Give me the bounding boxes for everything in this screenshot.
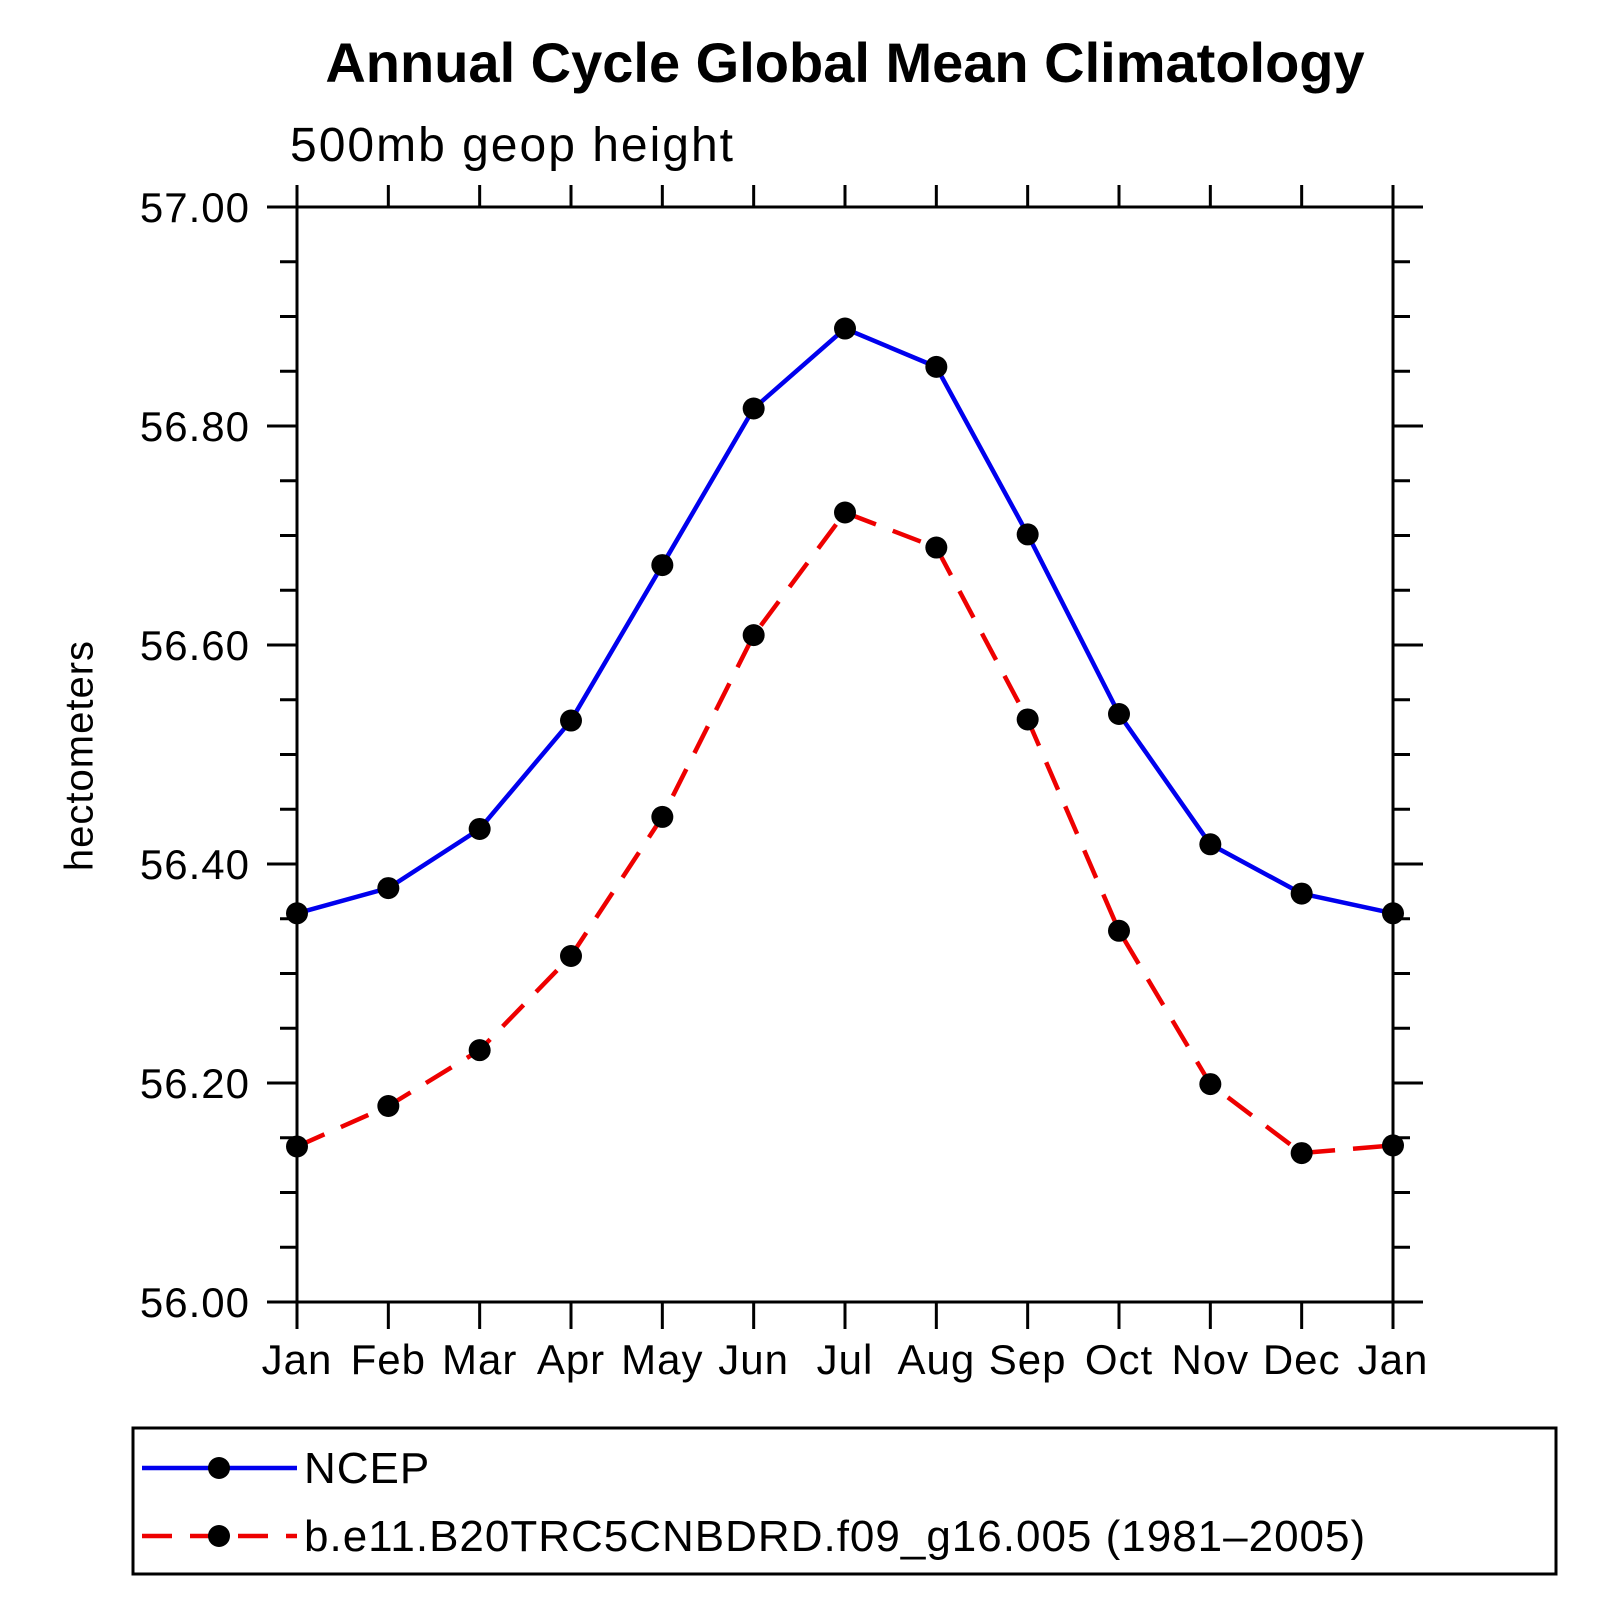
data-point-marker [286,902,308,925]
x-tick-label: Dec [1263,1336,1341,1383]
x-tick-label: Jan [1358,1336,1429,1383]
data-point-marker [1016,708,1039,731]
data-point-marker [1382,902,1404,925]
y-tick-label: 56.40 [140,841,250,888]
data-point-marker [377,1094,400,1117]
legend-label: b.e11.B20TRC5CNBDRD.f09_g16.005 (1981–20… [304,1512,1366,1561]
legend-marker [208,1457,230,1479]
data-point-marker [925,536,948,559]
legend-marker [208,1525,230,1547]
data-point-marker [1016,523,1039,546]
data-point-marker [742,397,765,420]
y-axis-label: hectometers [57,639,102,872]
x-tick-label: Sep [989,1336,1067,1383]
data-point-marker [651,805,674,828]
x-tick-label: Jan [262,1336,333,1383]
x-ticks: Jan Feb Mar Apr May Jun Jul Aug Sep Oct Nov Dec Jan [262,185,1429,1383]
x-tick-label: May [621,1336,703,1383]
x-tick-label: Mar [442,1336,517,1383]
x-tick-label: Feb [351,1336,426,1383]
legend-box [131,1426,1558,1576]
data-point-marker [925,355,948,378]
data-point-marker [651,554,674,577]
data-point-marker [834,317,856,340]
data-point-marker [1108,702,1130,725]
data-point-marker [834,501,856,524]
plot-frame [295,205,1395,1304]
x-tick-label: Jul [817,1336,874,1383]
series-ncep [286,317,1404,925]
data-point-marker [1199,833,1222,856]
data-point-marker [1108,919,1130,942]
data-point-marker [560,944,582,967]
y-tick-label: 56.00 [140,1279,250,1326]
data-point-marker [468,817,491,840]
legend: NCEP b.e11.B20TRC5CNBDRD.f09_g16.005 (198… [131,1426,1558,1576]
x-tick-label: Jun [718,1336,789,1383]
y-tick-label: 57.00 [140,184,250,231]
data-point-marker [1290,1142,1313,1165]
y-major-ticks: 56.00 56.20 56.40 56.60 56.80 57.00 [140,184,1423,1326]
data-point-marker [286,1135,308,1158]
data-point-marker [742,624,765,647]
y-tick-label: 56.60 [140,622,250,669]
x-tick-label: Nov [1171,1336,1249,1383]
series-line [296,326,1394,916]
x-tick-label: Aug [897,1336,975,1383]
y-tick-label: 56.20 [140,1060,250,1107]
data-point-marker [1290,882,1313,905]
y-tick-label: 56.80 [140,403,250,450]
y-minor-ticks [280,260,1410,1249]
data-point-marker [468,1039,491,1062]
data-point-marker [1199,1073,1222,1096]
data-point-marker [377,877,400,900]
series-model [286,501,1404,1165]
data-point-marker [1382,1134,1404,1157]
x-tick-label: Apr [537,1336,605,1383]
chart-subtitle: 500mb geop height [290,119,735,172]
x-tick-label: Oct [1085,1336,1153,1383]
chart-title: Annual Cycle Global Mean Climatology [325,31,1365,94]
legend-label: NCEP [304,1444,430,1493]
data-point-marker [560,709,582,732]
series-line [296,510,1394,1156]
